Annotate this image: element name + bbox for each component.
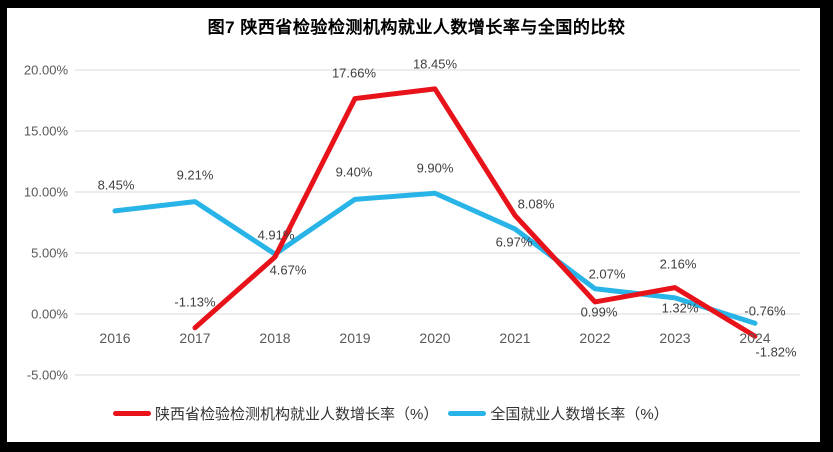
y-tick-label: 15.00%	[23, 123, 68, 139]
data-label: 9.90%	[416, 160, 454, 176]
x-tick-label: 2018	[259, 330, 291, 346]
y-tick-label: -5.00%	[26, 367, 68, 383]
data-label: 17.66%	[331, 65, 377, 81]
y-tick-label: 10.00%	[23, 184, 68, 200]
y-tick-label: 5.00%	[31, 245, 68, 261]
data-label: -1.82%	[755, 344, 797, 360]
legend: 陕西省检验检测机构就业人数增长率（%） 全国就业人数增长率（%）	[113, 403, 669, 424]
x-tick-label: 2024	[739, 330, 771, 346]
series-line	[192, 86, 758, 339]
data-label: 6.97%	[495, 234, 533, 250]
x-tick-label: 2020	[419, 330, 451, 346]
legend-label: 陕西省检验检测机构就业人数增长率（%）	[155, 406, 439, 423]
data-label: 18.45%	[412, 56, 458, 72]
x-tick-label: 2016	[99, 330, 131, 346]
data-label: 4.91%	[257, 227, 295, 243]
data-label: 8.45%	[97, 177, 135, 193]
legend-line-swatch	[448, 411, 487, 416]
x-tick-label: 2021	[499, 330, 531, 346]
y-tick-label: 0.00%	[31, 306, 68, 322]
data-label: 2.16%	[659, 256, 697, 272]
data-label: 0.99%	[580, 304, 618, 320]
data-label: 1.32%	[661, 300, 699, 316]
data-label: -1.13%	[174, 294, 216, 310]
x-tick-label: 2022	[579, 330, 611, 346]
x-tick-label: 2019	[339, 330, 371, 346]
data-label: 4.67%	[269, 262, 307, 278]
x-tick-label: 2017	[179, 330, 211, 346]
chart-canvas	[7, 8, 820, 442]
y-tick-label: 20.00%	[23, 62, 68, 78]
data-label: 2.07%	[588, 266, 626, 282]
data-label: 9.21%	[176, 167, 214, 183]
chart-title: 图7 陕西省检验检测机构就业人数增长率与全国的比较	[207, 18, 626, 37]
legend-item: 全国就业人数增长率（%）	[448, 403, 669, 424]
data-label: 9.40%	[335, 164, 373, 180]
legend-line-swatch	[113, 411, 151, 416]
x-tick-label: 2023	[659, 330, 691, 346]
data-label: -0.76%	[744, 303, 786, 319]
legend-label: 全国就业人数增长率（%）	[490, 406, 669, 423]
data-label: 8.08%	[517, 196, 555, 212]
legend-item: 陕西省检验检测机构就业人数增长率（%）	[113, 403, 438, 424]
